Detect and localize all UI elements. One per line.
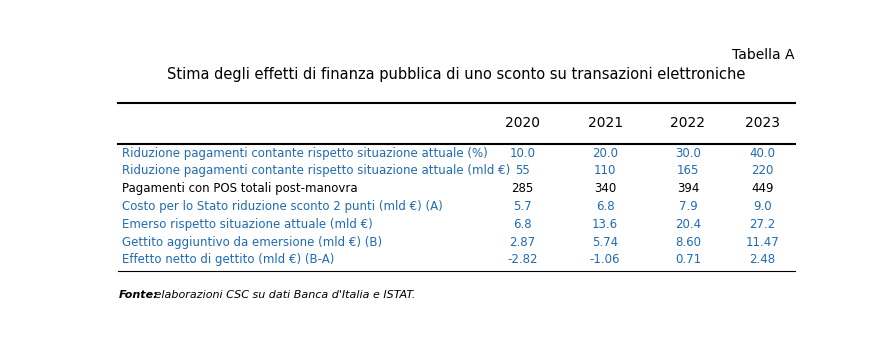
Text: 340: 340 (594, 182, 617, 195)
Text: 11.47: 11.47 (745, 236, 779, 249)
Text: 20.0: 20.0 (593, 147, 618, 160)
Text: 285: 285 (511, 182, 534, 195)
Text: 0.71: 0.71 (674, 253, 701, 266)
Text: Emerso rispetto situazione attuale (mld €): Emerso rispetto situazione attuale (mld … (122, 218, 372, 231)
Text: 8.60: 8.60 (675, 236, 701, 249)
Text: elaborazioni CSC su dati Banca d'Italia e ISTAT.: elaborazioni CSC su dati Banca d'Italia … (151, 289, 416, 300)
Text: Pagamenti con POS totali post-manovra: Pagamenti con POS totali post-manovra (122, 182, 357, 195)
Text: 55: 55 (515, 164, 529, 177)
Text: 110: 110 (594, 164, 617, 177)
Text: Tabella A: Tabella A (732, 48, 795, 62)
Text: 6.8: 6.8 (596, 200, 615, 213)
Text: 220: 220 (751, 164, 773, 177)
Text: 394: 394 (677, 182, 699, 195)
Text: 2.87: 2.87 (509, 236, 535, 249)
Text: 40.0: 40.0 (749, 147, 775, 160)
Text: 2023: 2023 (745, 117, 780, 130)
Text: 2021: 2021 (587, 117, 623, 130)
Text: 27.2: 27.2 (749, 218, 775, 231)
Text: 9.0: 9.0 (753, 200, 772, 213)
Text: Gettito aggiuntivo da emersione (mld €) (B): Gettito aggiuntivo da emersione (mld €) … (122, 236, 382, 249)
Text: 20.4: 20.4 (674, 218, 701, 231)
Text: 13.6: 13.6 (592, 218, 618, 231)
Text: Riduzione pagamenti contante rispetto situazione attuale (mld €): Riduzione pagamenti contante rispetto si… (122, 164, 510, 177)
Text: 2020: 2020 (504, 117, 540, 130)
Text: 7.9: 7.9 (679, 200, 698, 213)
Text: Fonte:: Fonte: (119, 289, 158, 300)
Text: -1.06: -1.06 (590, 253, 620, 266)
Text: Effetto netto di gettito (mld €) (B-A): Effetto netto di gettito (mld €) (B-A) (122, 253, 334, 266)
Text: Costo per lo Stato riduzione sconto 2 punti (mld €) (A): Costo per lo Stato riduzione sconto 2 pu… (122, 200, 443, 213)
Text: 5.7: 5.7 (513, 200, 532, 213)
Text: 2.48: 2.48 (749, 253, 775, 266)
Text: 5.74: 5.74 (592, 236, 618, 249)
Text: -2.82: -2.82 (507, 253, 537, 266)
Text: 2022: 2022 (670, 117, 706, 130)
Text: 449: 449 (751, 182, 773, 195)
Text: Riduzione pagamenti contante rispetto situazione attuale (%): Riduzione pagamenti contante rispetto si… (122, 147, 487, 160)
Text: 10.0: 10.0 (510, 147, 535, 160)
Text: 6.8: 6.8 (513, 218, 532, 231)
Text: 30.0: 30.0 (675, 147, 701, 160)
Text: 165: 165 (677, 164, 699, 177)
Text: Stima degli effetti di finanza pubblica di uno sconto su transazioni elettronich: Stima degli effetti di finanza pubblica … (168, 67, 746, 82)
